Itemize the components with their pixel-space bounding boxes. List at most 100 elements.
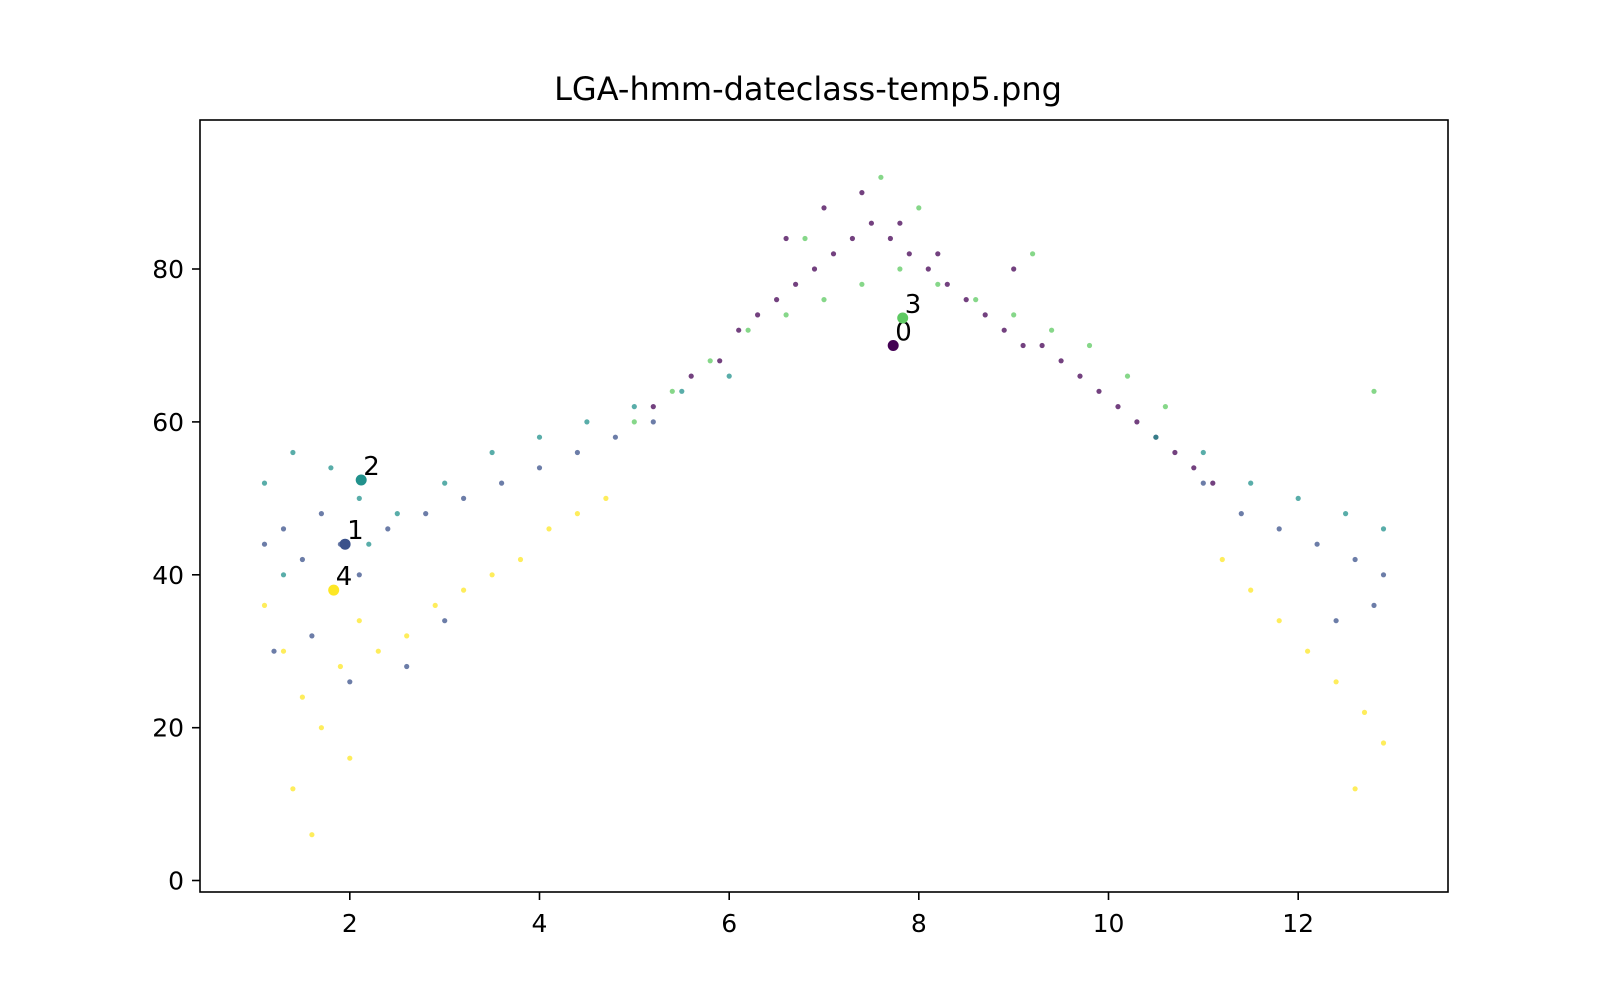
data-point-class-2 bbox=[679, 388, 685, 394]
data-point-class-1 bbox=[612, 434, 619, 440]
data-point-class-0 bbox=[821, 205, 827, 211]
data-point-class-2 bbox=[1295, 495, 1301, 501]
data-point-class-0 bbox=[793, 281, 799, 287]
x-tick-label: 12 bbox=[1282, 909, 1314, 938]
data-point-class-3 bbox=[1371, 388, 1377, 394]
centroid-point-4 bbox=[328, 584, 340, 596]
data-point-class-3 bbox=[916, 205, 922, 211]
data-point-class-4 bbox=[375, 648, 381, 654]
data-point-class-4 bbox=[318, 725, 324, 731]
data-point-class-1 bbox=[1352, 556, 1358, 563]
data-point-class-3 bbox=[897, 266, 903, 272]
centroid-label-2: 2 bbox=[363, 452, 380, 482]
data-point-class-1 bbox=[536, 465, 543, 471]
data-point-class-3 bbox=[878, 174, 884, 180]
data-point-class-4 bbox=[1305, 648, 1311, 654]
data-point-class-1 bbox=[271, 648, 277, 654]
data-point-class-4 bbox=[299, 694, 305, 700]
data-point-class-0 bbox=[887, 235, 894, 242]
data-point-class-0 bbox=[650, 404, 656, 410]
data-point-class-0 bbox=[906, 251, 912, 257]
data-point-class-1 bbox=[461, 495, 467, 501]
data-point-class-0 bbox=[935, 251, 941, 257]
data-point-class-0 bbox=[774, 297, 780, 303]
data-point-class-0 bbox=[783, 235, 789, 242]
centroid-markers: 0 1 2 3 4 bbox=[328, 290, 921, 596]
centroid-point-2 bbox=[355, 474, 367, 486]
data-point-class-2 bbox=[1248, 480, 1254, 486]
y-axis: 0 20 40 60 80 bbox=[152, 255, 200, 896]
data-point-class-0 bbox=[1134, 419, 1140, 425]
centroid-label-0: 0 bbox=[895, 318, 912, 348]
data-point-class-4 bbox=[1352, 786, 1358, 792]
data-point-class-2 bbox=[726, 373, 732, 379]
data-point-class-2 bbox=[536, 434, 543, 440]
data-point-class-2 bbox=[631, 404, 637, 410]
data-point-class-0 bbox=[830, 251, 837, 257]
x-tick-label: 4 bbox=[532, 909, 548, 938]
data-point-class-1 bbox=[309, 633, 315, 639]
data-point-class-1 bbox=[318, 510, 324, 517]
data-point-class-4 bbox=[337, 663, 343, 670]
data-point-class-3 bbox=[935, 281, 941, 287]
data-point-class-3 bbox=[859, 281, 865, 287]
data-point-class-3 bbox=[631, 419, 637, 425]
data-point-class-0 bbox=[1020, 342, 1026, 349]
data-point-class-4 bbox=[290, 786, 296, 792]
data-point-class-4 bbox=[347, 755, 353, 761]
data-point-class-0 bbox=[1058, 358, 1064, 364]
data-point-class-1 bbox=[1333, 618, 1339, 624]
y-tick-label: 80 bbox=[152, 255, 184, 284]
data-point-class-0 bbox=[811, 266, 818, 272]
data-point-class-0 bbox=[868, 220, 875, 226]
data-point-class-0 bbox=[982, 312, 988, 318]
x-axis: 2 4 6 8 10 12 bbox=[342, 892, 1314, 938]
centroid-label-1: 1 bbox=[347, 516, 364, 546]
data-point-class-4 bbox=[574, 510, 581, 517]
x-tick-label: 2 bbox=[342, 909, 358, 938]
data-point-class-4 bbox=[280, 648, 287, 654]
data-point-class-3 bbox=[669, 388, 675, 394]
data-point-class-4 bbox=[461, 587, 467, 593]
data-point-class-1 bbox=[574, 449, 581, 456]
data-point-class-4 bbox=[489, 572, 495, 578]
data-point-class-3 bbox=[745, 327, 751, 333]
data-point-class-1 bbox=[423, 510, 429, 517]
data-point-class-0 bbox=[1191, 465, 1197, 471]
data-point-class-4 bbox=[603, 495, 609, 501]
data-point-class-0 bbox=[925, 266, 931, 272]
data-point-class-0 bbox=[717, 358, 723, 364]
data-point-class-0 bbox=[1011, 266, 1017, 272]
data-point-class-0 bbox=[963, 297, 969, 303]
data-point-class-1 bbox=[1200, 480, 1206, 486]
x-tick-label: 6 bbox=[721, 909, 737, 938]
data-point-class-3 bbox=[802, 235, 808, 242]
data-point-class-2 bbox=[584, 419, 590, 425]
data-point-class-2 bbox=[356, 495, 362, 501]
centroid-point-1 bbox=[339, 538, 351, 550]
data-point-class-4 bbox=[309, 832, 315, 838]
y-tick-label: 40 bbox=[152, 561, 184, 590]
data-point-class-1 bbox=[1371, 602, 1377, 609]
data-point-class-1 bbox=[404, 663, 410, 670]
data-point-class-2 bbox=[1343, 510, 1349, 517]
data-point-class-2 bbox=[290, 449, 296, 456]
data-point-class-3 bbox=[1162, 404, 1168, 410]
data-point-class-2 bbox=[1380, 526, 1387, 532]
data-point-class-1 bbox=[442, 618, 448, 624]
x-tick-label: 8 bbox=[911, 909, 927, 938]
centroid-label-4: 4 bbox=[336, 562, 353, 592]
data-point-class-4 bbox=[356, 618, 362, 624]
scatter-points bbox=[261, 174, 1387, 838]
data-point-class-2 bbox=[261, 480, 268, 486]
data-point-class-2 bbox=[328, 465, 334, 471]
data-point-class-3 bbox=[973, 297, 979, 303]
centroid-point-0 bbox=[887, 340, 899, 351]
data-point-class-3 bbox=[707, 358, 713, 364]
plot-frame bbox=[199, 119, 1449, 893]
data-point-class-1 bbox=[280, 526, 287, 532]
data-point-class-4 bbox=[546, 526, 552, 532]
data-point-class-1 bbox=[299, 556, 305, 563]
